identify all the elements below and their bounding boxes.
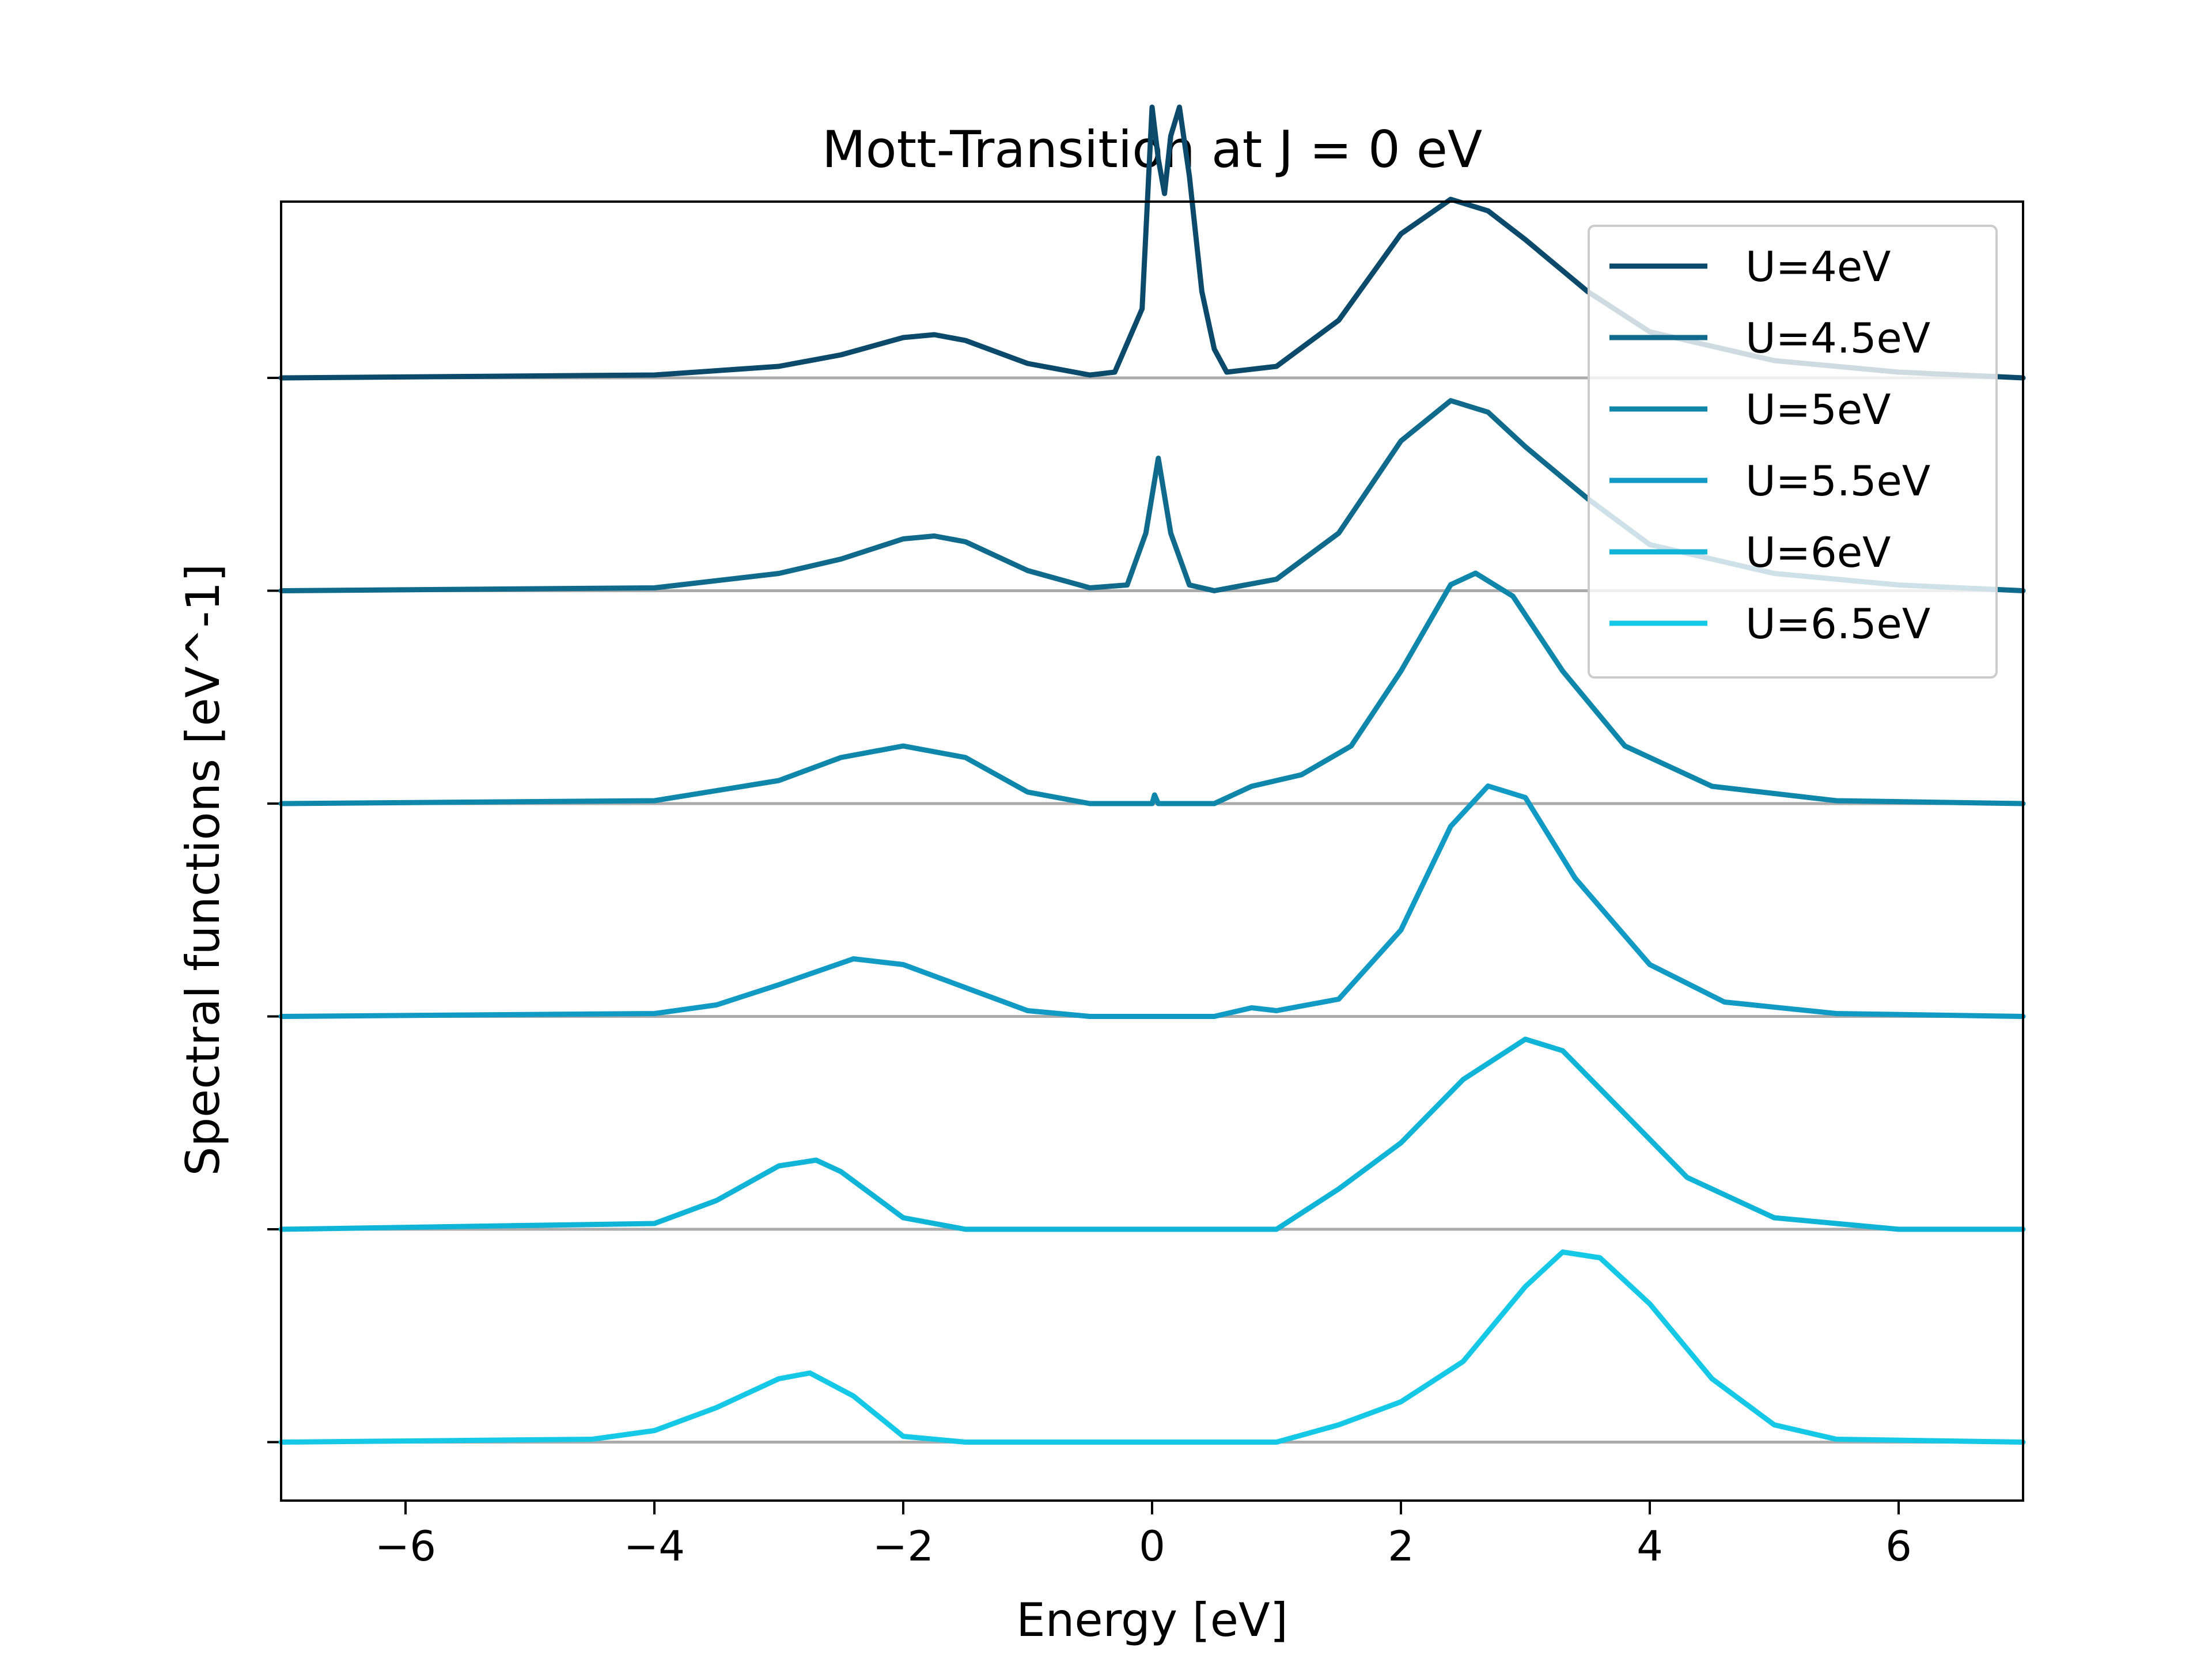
plot-area: −6 −4 −2 0 2 4 6 bbox=[267, 104, 2026, 1570]
legend-label: U=4eV bbox=[1745, 243, 1891, 291]
series-line bbox=[278, 1036, 2026, 1232]
x-tick-label: −6 bbox=[375, 1522, 436, 1570]
legend: U=4eV U=4.5eV U=5eV U=5.5eV U=6eV U=6.5eV bbox=[1588, 225, 1998, 679]
series-line bbox=[278, 783, 2026, 1019]
x-tick-label: 6 bbox=[1885, 1522, 1912, 1570]
series-line bbox=[278, 104, 2026, 381]
plot-frame bbox=[280, 200, 2024, 1502]
legend-label: U=6.5eV bbox=[1745, 600, 1930, 648]
legend-label: U=4.5eV bbox=[1745, 314, 1930, 362]
series-line bbox=[278, 570, 2026, 806]
x-tick-label: 0 bbox=[1139, 1522, 1165, 1570]
series-line bbox=[278, 398, 2026, 593]
y-axis-label: Spectral functions [eV^-1] bbox=[176, 564, 230, 1176]
x-tick-label: 4 bbox=[1637, 1522, 1663, 1570]
legend-label: U=5.5eV bbox=[1745, 457, 1930, 505]
x-axis-label: Energy [eV] bbox=[1016, 1593, 1288, 1647]
x-tick-label: 2 bbox=[1388, 1522, 1414, 1570]
x-tick-label: −4 bbox=[624, 1522, 685, 1570]
legend-label: U=5eV bbox=[1745, 385, 1891, 434]
series-line bbox=[278, 1249, 2026, 1445]
x-tick-label: −2 bbox=[873, 1522, 934, 1570]
legend-label: U=6eV bbox=[1745, 528, 1891, 577]
